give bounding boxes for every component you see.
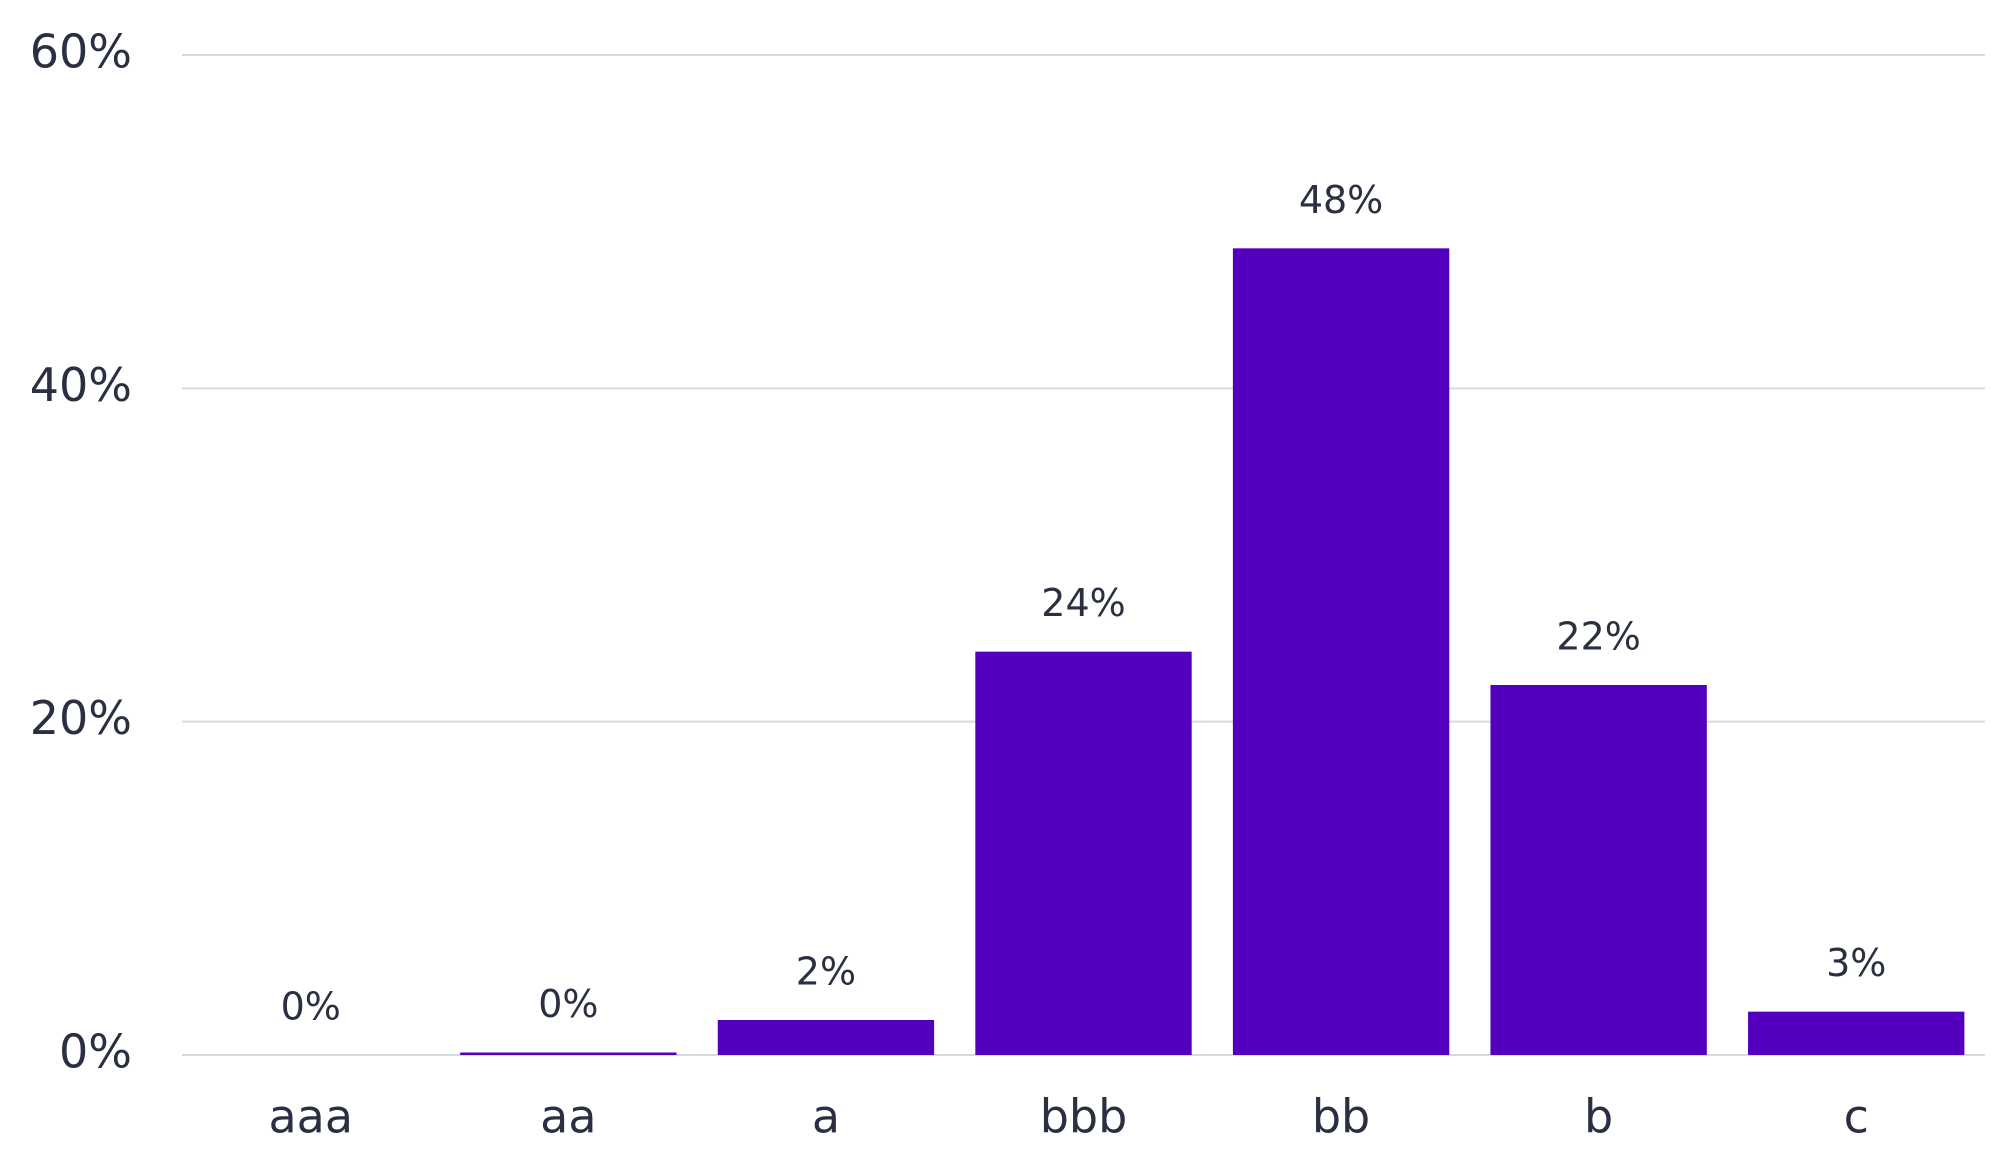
x-tick-label: aa [540,1090,596,1144]
value-label: 48% [1299,178,1383,222]
y-tick-label: 40% [30,358,132,412]
value-label: 0% [538,982,598,1026]
bar [1232,248,1450,1056]
value-label: 0% [281,985,341,1029]
x-tick-label: aaa [268,1090,353,1144]
bar [1490,685,1707,1055]
y-tick-label: 60% [30,25,132,79]
value-label: 3% [1826,941,1886,985]
value-label: 2% [796,950,856,994]
x-tick-label: bbb [1040,1090,1128,1144]
x-tick-label: c [1844,1090,1869,1144]
value-label: 22% [1556,615,1640,659]
y-tick-label: 0% [59,1025,132,1079]
x-tick-label: a [812,1090,840,1144]
y-tick-label: 20% [30,691,132,745]
value-label: 24% [1041,581,1125,625]
bar [717,1020,935,1055]
x-tick-label: b [1584,1090,1613,1144]
bar [975,651,1192,1055]
x-tick-label: bb [1312,1090,1370,1144]
bar [1748,1011,1965,1055]
bar [460,1052,677,1055]
